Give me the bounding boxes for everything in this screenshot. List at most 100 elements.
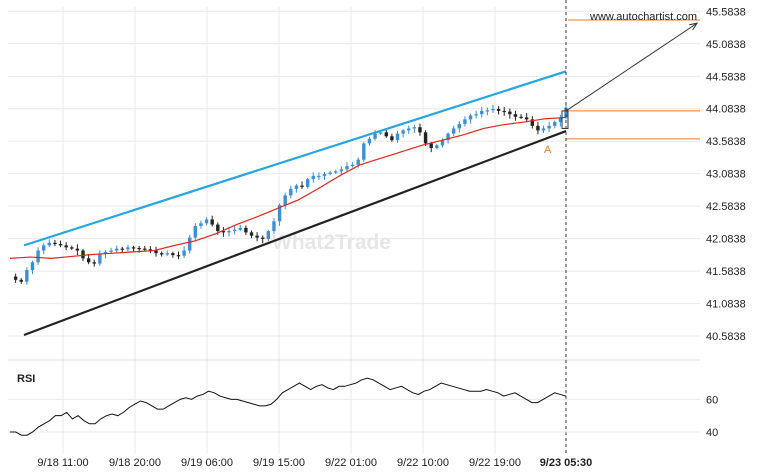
candle-body bbox=[98, 253, 102, 264]
source-label: www.autochartist.com bbox=[589, 11, 697, 23]
candle-body bbox=[13, 276, 18, 280]
candle-body bbox=[305, 179, 310, 187]
candle-body bbox=[339, 169, 344, 172]
x-tick-label: 9/18 20:00 bbox=[109, 457, 161, 469]
candle-body bbox=[283, 195, 287, 206]
candle-body bbox=[261, 237, 265, 239]
candle-body bbox=[311, 175, 315, 180]
candle-body bbox=[109, 250, 113, 252]
candle-body bbox=[317, 175, 321, 178]
candle-body bbox=[58, 244, 63, 246]
candle-body bbox=[188, 237, 192, 251]
candle-body bbox=[367, 138, 372, 144]
candle-body bbox=[407, 128, 411, 131]
candle-body bbox=[412, 127, 417, 129]
candle-body bbox=[204, 219, 209, 224]
candle-body bbox=[115, 248, 119, 251]
resistance-trendline bbox=[23, 70, 567, 247]
candle-body bbox=[300, 185, 304, 187]
x-tick-label: 9/22 19:00 bbox=[469, 457, 521, 469]
candle-body bbox=[19, 279, 23, 282]
projection-arrow bbox=[565, 22, 698, 112]
candle-body bbox=[92, 262, 96, 264]
candle-body bbox=[401, 130, 405, 134]
candle-body bbox=[440, 140, 445, 146]
y-tick-label: 44.0838 bbox=[706, 104, 746, 116]
moving-average-line bbox=[9, 116, 567, 259]
candle-body bbox=[558, 117, 563, 122]
candle-body bbox=[70, 247, 74, 249]
candle-body bbox=[429, 143, 433, 148]
candle-body bbox=[463, 119, 467, 124]
y-tick-label: 41.5838 bbox=[706, 266, 746, 278]
candle-body bbox=[423, 132, 428, 144]
candle-body bbox=[564, 107, 568, 118]
candle-body bbox=[451, 128, 456, 134]
candle-body bbox=[148, 249, 153, 251]
rsi-label: RSI bbox=[17, 373, 35, 385]
candle-body bbox=[345, 166, 349, 170]
candle-body bbox=[176, 255, 181, 257]
rsi-line bbox=[10, 377, 567, 436]
candle-body bbox=[103, 251, 108, 254]
candle-body bbox=[272, 221, 276, 232]
candle-body bbox=[216, 224, 220, 232]
y-tick-label: 42.0838 bbox=[706, 234, 746, 246]
x-tick-label: 9/22 10:00 bbox=[397, 457, 449, 469]
candle-body bbox=[86, 258, 91, 263]
candle-body bbox=[199, 223, 203, 226]
y-tick-label: 45.5838 bbox=[706, 6, 746, 18]
candle-body bbox=[474, 114, 478, 116]
axes-layer: 45.5838 45.0838 44.5838 44.0838 43.5838 43.08… bbox=[37, 6, 745, 469]
candle-body bbox=[519, 116, 523, 118]
candle-body bbox=[480, 110, 484, 115]
candle-body bbox=[171, 253, 175, 256]
candle-body bbox=[530, 119, 535, 126]
candle-body bbox=[266, 231, 271, 239]
candle-body bbox=[126, 247, 130, 250]
y-tick-label: 41.0838 bbox=[706, 299, 746, 311]
candle-body bbox=[350, 164, 355, 167]
candle-body bbox=[244, 227, 248, 233]
candle-body bbox=[435, 145, 439, 148]
arrow-head-icon bbox=[689, 22, 699, 31]
candle-body bbox=[182, 250, 186, 256]
candle-body bbox=[485, 110, 490, 112]
pattern-point-label: A bbox=[544, 144, 552, 156]
candle-body bbox=[165, 253, 169, 255]
candle-body bbox=[362, 143, 366, 160]
candle-body bbox=[249, 232, 254, 236]
y-tick-label: 43.5838 bbox=[706, 136, 746, 148]
candle-body bbox=[328, 172, 332, 174]
rsi-panel bbox=[8, 377, 700, 436]
candle-body bbox=[373, 133, 377, 139]
support-trendline bbox=[23, 130, 567, 337]
candle-body bbox=[53, 242, 57, 245]
candle-body bbox=[384, 132, 388, 137]
x-tick-label: 9/19 15:00 bbox=[253, 457, 305, 469]
candle-body bbox=[541, 128, 546, 131]
overlays-layer: A bbox=[9, 0, 700, 455]
x-tick-label: 9/19 06:00 bbox=[181, 457, 233, 469]
candle-body bbox=[143, 248, 147, 250]
candle-body bbox=[457, 123, 461, 129]
x-tick-label: 9/22 01:00 bbox=[325, 457, 377, 469]
candle-body bbox=[131, 247, 136, 249]
candle-body bbox=[390, 136, 394, 141]
candle-body bbox=[238, 227, 242, 230]
watermark-logo: What2Trade bbox=[272, 231, 391, 254]
y-tick-label: 40.5838 bbox=[706, 331, 746, 343]
x-tick-label: 9/18 11:00 bbox=[37, 457, 88, 469]
candle-body bbox=[334, 171, 338, 173]
candle-body bbox=[356, 159, 360, 165]
candle-body bbox=[322, 173, 327, 176]
candle-body bbox=[210, 219, 214, 225]
chart-grid bbox=[8, 7, 700, 453]
candle-body bbox=[25, 270, 29, 282]
candle-body bbox=[36, 250, 40, 263]
candle-body bbox=[553, 121, 557, 126]
candle-body bbox=[513, 114, 518, 117]
breakout-candle-marker bbox=[561, 110, 569, 129]
candle-body bbox=[491, 108, 495, 111]
